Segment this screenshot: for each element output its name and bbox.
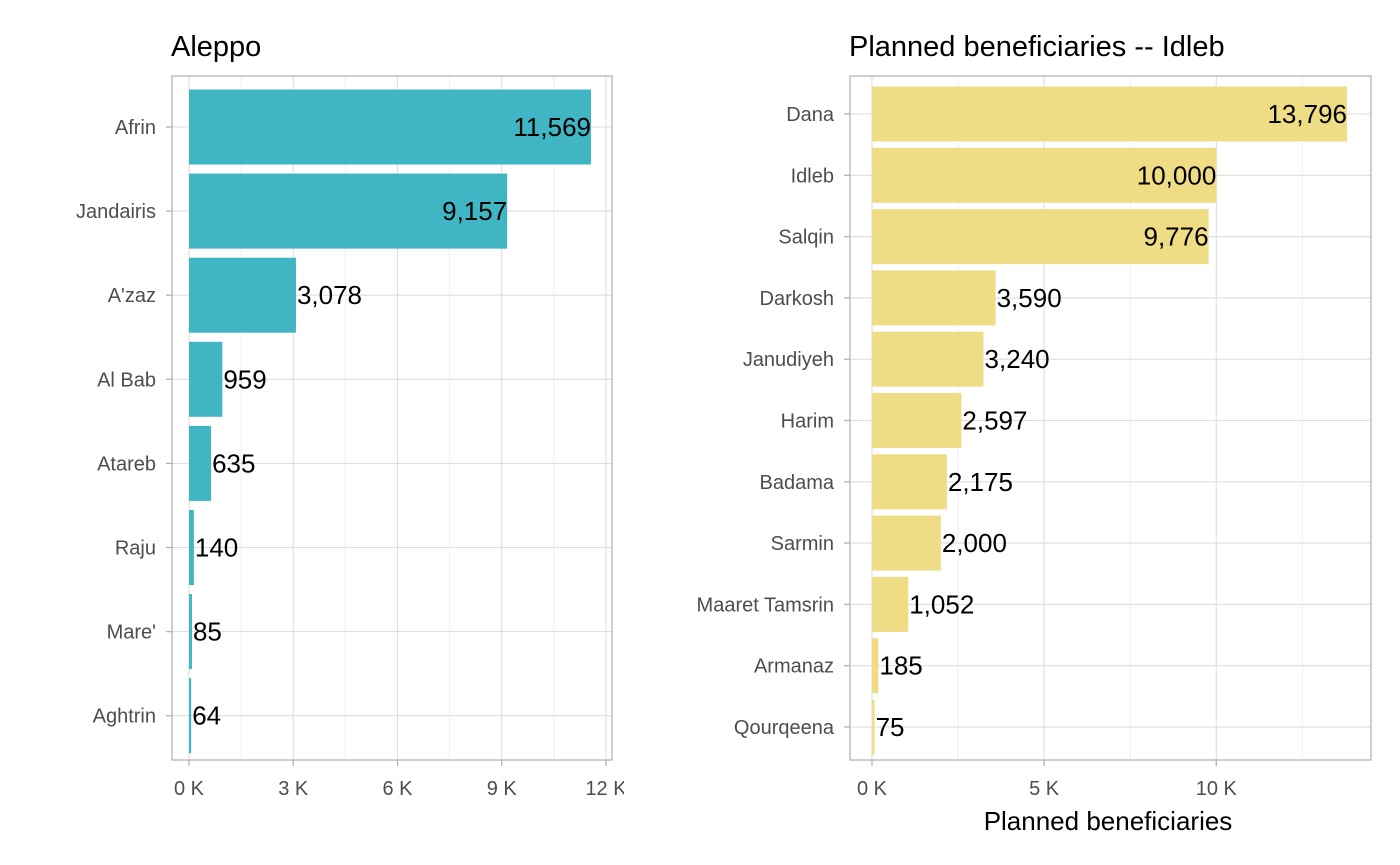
idleb-category-label: Salqin [778, 227, 834, 249]
idleb-bar [872, 86, 1347, 142]
idleb-panel-border [849, 75, 1372, 761]
idleb-chart-title: Planned beneficiaries -- Idleb [849, 31, 1225, 63]
aleppo-category-label: A'zaz [108, 285, 156, 307]
idleb-data-label: 3,240 [985, 344, 1050, 374]
aleppo-data-label: 3,078 [297, 280, 362, 310]
idleb-category-label: Badama [760, 472, 835, 494]
aleppo-bars [189, 89, 591, 754]
aleppo-data-label: 635 [212, 448, 255, 478]
aleppo-data-label: 9,157 [442, 196, 507, 226]
aleppo-bar [189, 678, 192, 754]
aleppo-category-label: Atareb [97, 453, 156, 475]
aleppo-bar [189, 341, 223, 417]
idleb-data-label: 185 [879, 651, 922, 681]
aleppo-category-label: Jandairis [76, 201, 156, 223]
aleppo-category-label: Aghtrin [93, 706, 156, 728]
aleppo-x-tick-label: 6 K [382, 778, 413, 800]
idleb-category-label: Sarmin [771, 533, 834, 555]
idleb-bar [872, 331, 984, 387]
idleb-category-label: Maaret Tamsrin [697, 594, 834, 616]
aleppo-bar [189, 594, 192, 670]
idleb-chart: Planned beneficiaries -- Idleb Planned b… [697, 31, 1372, 836]
idleb-x-tick-label: 5 K [1029, 778, 1060, 800]
idleb-bar [872, 147, 1217, 203]
aleppo-category-label: Al Bab [97, 369, 156, 391]
idleb-bar [872, 393, 962, 448]
idleb-bar [872, 270, 996, 326]
idleb-data-label: 2,175 [948, 467, 1013, 497]
idleb-x-tick-label: 0 K [857, 778, 888, 800]
idleb-bar [872, 699, 875, 755]
aleppo-data-label: 959 [223, 364, 266, 394]
aleppo-category-label: Raju [115, 538, 156, 560]
aleppo-panel-border [171, 75, 613, 761]
aleppo-category-label: Afrin [115, 117, 156, 139]
idleb-category-label: Dana [786, 104, 835, 126]
idleb-bar [872, 515, 941, 571]
idleb-data-label: 13,796 [1267, 99, 1347, 129]
idleb-category-label: Idleb [791, 165, 834, 187]
idleb-bar [872, 576, 909, 632]
idleb-category-label: Janudiyeh [743, 349, 834, 371]
idleb-data-label: 1,052 [909, 589, 974, 619]
aleppo-data-label: 140 [195, 533, 238, 563]
idleb-category-label: Darkosh [760, 288, 834, 310]
aleppo-category-label: Mare' [107, 622, 156, 644]
aleppo-x-tick-label: 0 K [174, 778, 205, 800]
aleppo-x-tick-label: 12 K [585, 778, 627, 800]
idleb-category-label: Harim [781, 411, 834, 433]
idleb-category-label: Armanaz [754, 656, 834, 678]
idleb-data-label: 9,776 [1144, 222, 1209, 252]
idleb-data-label: 2,597 [962, 406, 1027, 436]
idleb-data-label: 75 [876, 712, 905, 742]
idleb-bar [872, 454, 947, 510]
idleb-bars [872, 86, 1347, 755]
aleppo-x-tick-label: 9 K [487, 778, 518, 800]
aleppo-bar [189, 257, 296, 333]
idleb-x-tick-label: 10 K [1196, 778, 1238, 800]
aleppo-data-label: 64 [192, 701, 221, 731]
idleb-data-label: 2,000 [942, 528, 1007, 558]
aleppo-chart: Aleppo Afrin 11,569 Jandairis 9,157 A'zaz 3,0… [76, 31, 627, 800]
aleppo-x-tick-label: 3 K [278, 778, 309, 800]
idleb-data-label: 3,590 [997, 283, 1062, 313]
idleb-category-label: Qourqeena [734, 717, 835, 739]
idleb-x-axis-title: Planned beneficiaries [984, 806, 1233, 836]
aleppo-bar [189, 89, 591, 165]
idleb-bar [872, 638, 879, 694]
aleppo-chart-title: Aleppo [171, 31, 261, 63]
idleb-data-label: 10,000 [1137, 160, 1217, 190]
aleppo-data-label: 85 [193, 617, 222, 647]
aleppo-bar [189, 425, 212, 501]
aleppo-bar [189, 510, 194, 585]
aleppo-data-label: 11,569 [513, 112, 591, 142]
aleppo-bar [189, 173, 508, 249]
idleb-bar [872, 209, 1209, 265]
